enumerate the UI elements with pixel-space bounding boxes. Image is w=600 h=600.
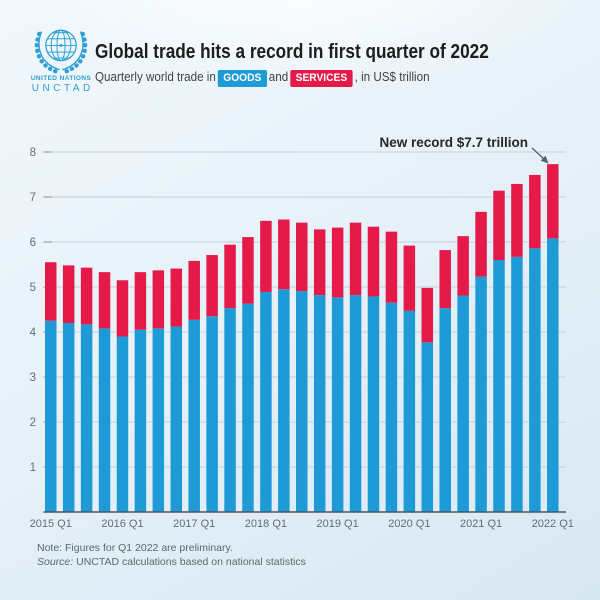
logo-agency-text: UNCTAD xyxy=(31,83,94,94)
x-axis-label-2017-Q1: 2017 Q1 xyxy=(173,518,215,530)
subtitle-middle: and xyxy=(268,70,289,84)
bar-services-2019-Q3 xyxy=(367,226,380,297)
y-axis-label-6: 6 xyxy=(30,237,36,249)
bar-goods-2017-Q2 xyxy=(206,316,218,512)
chart-notes: Note: Figures for Q1 2022 are preliminar… xyxy=(37,541,306,569)
source-label: Source: xyxy=(37,556,74,568)
bar-services-2022-Q1 xyxy=(547,164,559,239)
bar-services-2020-Q4 xyxy=(457,236,469,296)
bar-goods-2020-Q3 xyxy=(439,308,451,512)
x-axis-label-2019-Q1: 2019 Q1 xyxy=(317,518,359,530)
bar-goods-2020-Q2 xyxy=(421,342,434,512)
x-axis-label-2021-Q1: 2021 Q1 xyxy=(460,518,502,530)
annotation-arrow-line xyxy=(531,147,544,159)
bar-services-2018-Q3 xyxy=(296,222,308,292)
bar-services-2015-Q2 xyxy=(62,265,75,323)
bar-goods-2016-Q3 xyxy=(152,328,165,512)
y-axis-label-2: 2 xyxy=(30,417,36,429)
bar-services-2021-Q1 xyxy=(475,211,487,277)
bar-services-2020-Q3 xyxy=(439,250,451,309)
bar-goods-2015-Q2 xyxy=(62,323,75,512)
y-axis-label-8: 8 xyxy=(30,147,36,159)
bar-goods-2019-Q3 xyxy=(367,296,380,512)
bar-goods-2017-Q1 xyxy=(188,319,200,512)
bar-goods-2017-Q3 xyxy=(224,308,236,512)
note-line: Note: Figures for Q1 2022 are preliminar… xyxy=(37,542,233,554)
bar-services-2018-Q2 xyxy=(278,219,290,290)
bar-services-2015-Q3 xyxy=(80,267,93,325)
bar-services-2019-Q1 xyxy=(331,227,344,298)
bar-services-2018-Q4 xyxy=(313,229,326,296)
source-line: Source: UNCTAD calculations based on nat… xyxy=(37,555,306,569)
bar-goods-2015-Q4 xyxy=(98,328,111,512)
bar-services-2017-Q4 xyxy=(242,237,254,304)
x-axis-label-2015-Q1: 2015 Q1 xyxy=(30,518,72,530)
bar-goods-2019-Q4 xyxy=(385,302,398,512)
bar-goods-2018-Q4 xyxy=(313,295,326,512)
y-axis-label-3: 3 xyxy=(30,372,36,384)
bar-goods-2020-Q4 xyxy=(457,295,469,512)
bar-services-2017-Q2 xyxy=(206,255,218,317)
bar-goods-2016-Q4 xyxy=(170,326,183,512)
bar-services-2020-Q1 xyxy=(403,245,416,311)
y-axis-label-4: 4 xyxy=(30,327,37,339)
bar-goods-2018-Q1 xyxy=(260,291,272,512)
bar-services-2021-Q2 xyxy=(493,190,505,260)
bar-goods-2015-Q3 xyxy=(80,324,93,512)
bar-goods-2015-Q1 xyxy=(45,320,57,512)
bar-goods-2016-Q1 xyxy=(116,336,129,512)
bar-services-2016-Q3 xyxy=(152,270,165,329)
x-axis-label-2020-Q1: 2020 Q1 xyxy=(388,518,430,530)
record-annotation: New record $7.7 trillion xyxy=(379,135,528,150)
subtitle-suffix: , in US$ trillion xyxy=(354,70,430,84)
bar-goods-2019-Q1 xyxy=(331,297,344,512)
page-title: Global trade hits a record in first quar… xyxy=(95,41,489,63)
bar-services-2021-Q4 xyxy=(529,174,541,249)
bar-services-2017-Q1 xyxy=(188,260,200,320)
bar-services-2015-Q4 xyxy=(98,272,111,329)
bar-goods-2017-Q4 xyxy=(242,303,254,512)
bar-services-2017-Q3 xyxy=(224,244,236,309)
bar-goods-2020-Q1 xyxy=(403,310,416,512)
bar-services-2016-Q4 xyxy=(170,268,183,327)
bar-services-2020-Q2 xyxy=(421,287,434,343)
bar-services-2018-Q1 xyxy=(260,220,272,292)
goods-legend-badge: GOODS xyxy=(217,70,267,87)
un-emblem-icon xyxy=(34,29,88,74)
bar-services-2016-Q1 xyxy=(116,280,129,337)
bar-goods-2021-Q4 xyxy=(529,248,541,513)
y-axis-label-5: 5 xyxy=(30,282,36,294)
bar-services-2015-Q1 xyxy=(45,262,57,321)
unctad-logo: UNITED NATIONS UNCTAD xyxy=(28,24,94,94)
bar-goods-2021-Q2 xyxy=(493,260,505,512)
subtitle-prefix: Quarterly world trade in xyxy=(95,70,216,84)
y-axis-label-1: 1 xyxy=(30,462,36,474)
source-text: UNCTAD calculations based on national st… xyxy=(73,556,306,568)
x-axis-label-2016-Q1: 2016 Q1 xyxy=(101,518,143,530)
annotation-arrow-head xyxy=(540,155,549,164)
bar-goods-2018-Q2 xyxy=(278,289,290,512)
bar-goods-2018-Q3 xyxy=(296,291,308,512)
bar-services-2019-Q2 xyxy=(349,222,362,296)
x-axis-label-2018-Q1: 2018 Q1 xyxy=(245,518,287,530)
bar-goods-2021-Q1 xyxy=(475,276,487,512)
bar-services-2021-Q3 xyxy=(511,183,523,257)
y-axis-label-7: 7 xyxy=(30,192,36,204)
bar-goods-2019-Q2 xyxy=(349,295,362,512)
services-legend-badge: SERVICES xyxy=(290,70,353,87)
bar-services-2019-Q4 xyxy=(385,231,398,303)
bar-goods-2022-Q1 xyxy=(547,238,559,512)
bar-goods-2021-Q3 xyxy=(511,256,523,512)
logo-org-text: UNITED NATIONS xyxy=(30,75,92,82)
bar-services-2016-Q2 xyxy=(134,272,147,330)
bar-goods-2016-Q2 xyxy=(134,329,147,512)
page-subtitle: Quarterly world trade in GOODS and SERVICES… xyxy=(95,70,430,87)
x-axis-label-2022-Q1: 2022 Q1 xyxy=(532,518,574,530)
